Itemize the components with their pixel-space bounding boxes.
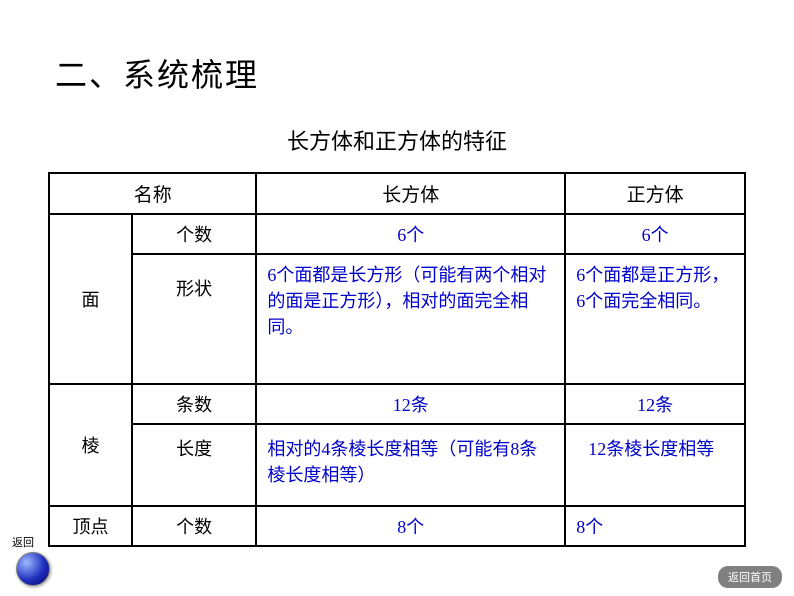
table-row: 形状 6个面都是长方形（可能有两个相对的面是正方形），相对的面完全相同。 6个面…: [49, 254, 745, 384]
group-edge: 棱: [49, 384, 132, 506]
cell-value: 6个面都是长方形（可能有两个相对的面是正方形），相对的面完全相同。: [256, 254, 565, 384]
home-button[interactable]: 返回首页: [718, 566, 782, 588]
attr-label: 个数: [132, 214, 256, 254]
table-row: 顶点 个数 8个 8个: [49, 506, 745, 546]
header-cuboid: 长方体: [256, 173, 565, 214]
cell-value: 6个面都是正方形，6个面完全相同。: [565, 254, 745, 384]
attr-label: 长度: [132, 424, 256, 506]
features-table: 名称 长方体 正方体 面 个数 6个 6个 形状 6个面都是长方形（可能有两个相…: [48, 172, 746, 547]
table-row: 棱 条数 12条 12条: [49, 384, 745, 424]
back-label: 返回: [12, 534, 34, 550]
cell-value: 6个: [256, 214, 565, 254]
cell-value: 12条: [565, 384, 745, 424]
group-vertex: 顶点: [49, 506, 132, 546]
header-cube: 正方体: [565, 173, 745, 214]
group-face: 面: [49, 214, 132, 384]
cell-value: 相对的4条棱长度相等（可能有8条棱长度相等）: [256, 424, 565, 506]
table-header-row: 名称 长方体 正方体: [49, 173, 745, 214]
cell-value: 12条棱长度相等: [565, 424, 745, 506]
table-title: 长方体和正方体的特征: [0, 124, 794, 156]
attr-label: 形状: [132, 254, 256, 384]
table-row: 长度 相对的4条棱长度相等（可能有8条棱长度相等） 12条棱长度相等: [49, 424, 745, 506]
cell-value: 8个: [565, 506, 745, 546]
back-button[interactable]: [16, 552, 50, 586]
section-heading: 二、系统梳理: [55, 50, 259, 96]
cell-value: 6个: [565, 214, 745, 254]
attr-label: 条数: [132, 384, 256, 424]
header-name: 名称: [49, 173, 256, 214]
cell-value: 8个: [256, 506, 565, 546]
table-row: 面 个数 6个 6个: [49, 214, 745, 254]
attr-label: 个数: [132, 506, 256, 546]
cell-value: 12条: [256, 384, 565, 424]
